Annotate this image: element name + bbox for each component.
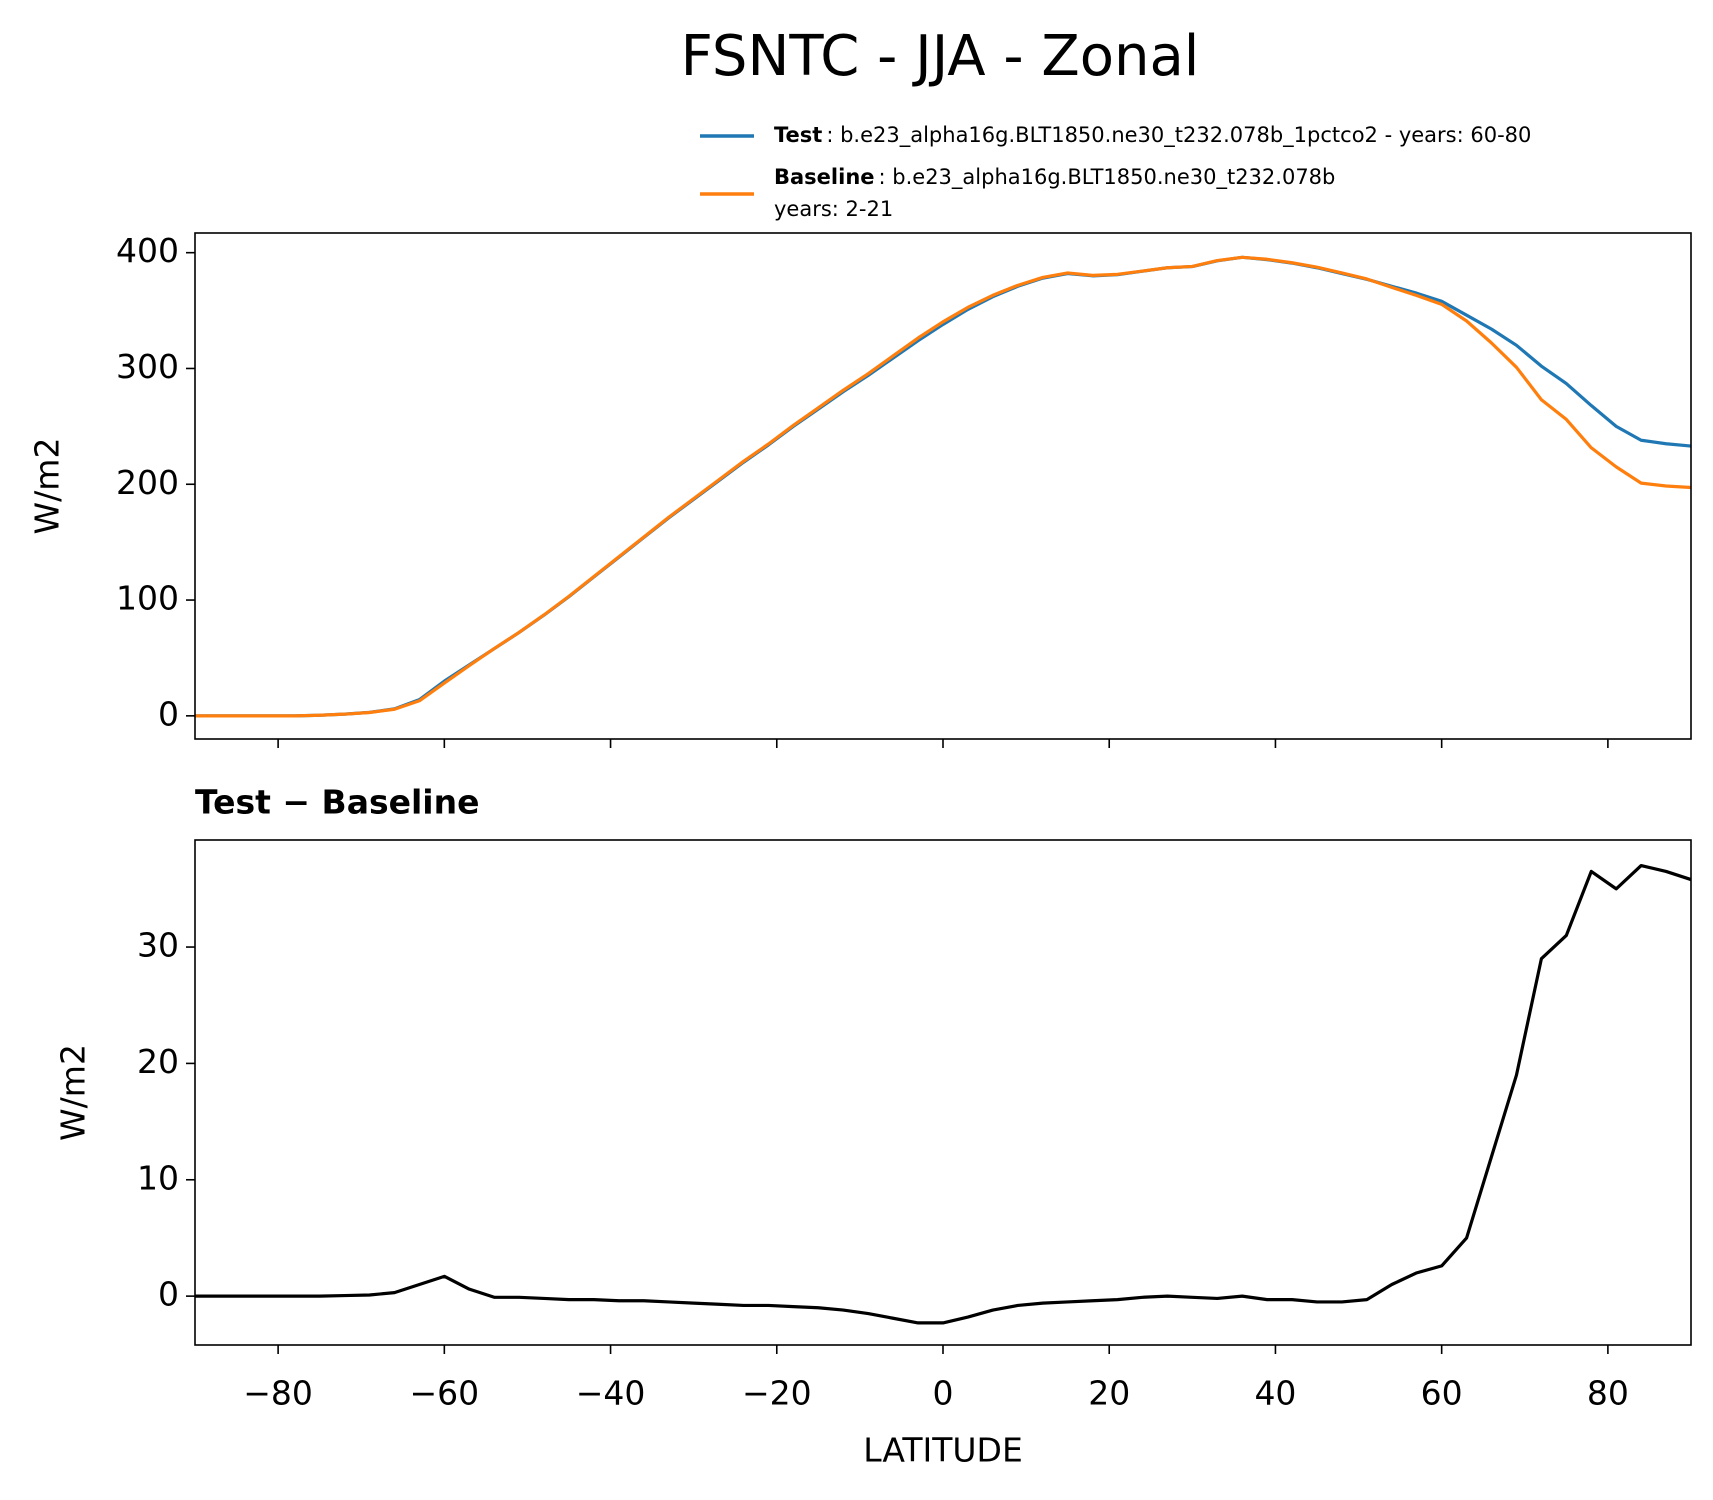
x-tick-label: 0 [933, 1374, 954, 1413]
axes-frame [194, 232, 1692, 740]
y-tick-label: 20 [137, 1042, 179, 1081]
x-tick-label: −60 [410, 1374, 480, 1413]
x-axis-label: LATITUDE [863, 1431, 1023, 1470]
data-line [195, 255, 1692, 718]
y-axis-label: W/m2 [54, 1044, 93, 1141]
x-tick-label: −20 [742, 1374, 812, 1413]
x-tick-label: 20 [1088, 1374, 1130, 1413]
y-tick-label: 30 [137, 926, 179, 965]
x-tick-label: −40 [576, 1374, 646, 1413]
x-tick-label: −80 [243, 1374, 313, 1413]
legend-description: years: 2-21 [774, 197, 893, 221]
x-tick-label: 80 [1587, 1374, 1629, 1413]
x-tick-label: 40 [1254, 1374, 1296, 1413]
y-tick-label: 300 [116, 347, 179, 386]
axes-frame [194, 839, 1692, 1346]
legend-label: Test [774, 123, 822, 147]
legend-label: Baseline [774, 165, 875, 189]
y-tick-label: 0 [158, 694, 179, 733]
legend-description: : b.e23_alpha16g.BLT1850.ne30_t232.078b [879, 165, 1336, 190]
data-line [195, 255, 1692, 718]
panel-title: Test − Baseline [195, 783, 480, 822]
y-tick-label: 10 [137, 1158, 179, 1197]
y-tick-label: 0 [158, 1275, 179, 1314]
y-axis-label: W/m2 [28, 438, 67, 535]
y-tick-label: 200 [116, 463, 179, 502]
chart-title: FSNTC - JJA - Zonal [681, 24, 1200, 89]
y-tick-label: 100 [116, 579, 179, 618]
data-line [195, 864, 1692, 1325]
x-tick-label: 60 [1421, 1374, 1463, 1413]
y-tick-label: 400 [116, 231, 179, 270]
legend-description: : b.e23_alpha16g.BLT1850.ne30_t232.078b_… [826, 123, 1531, 148]
